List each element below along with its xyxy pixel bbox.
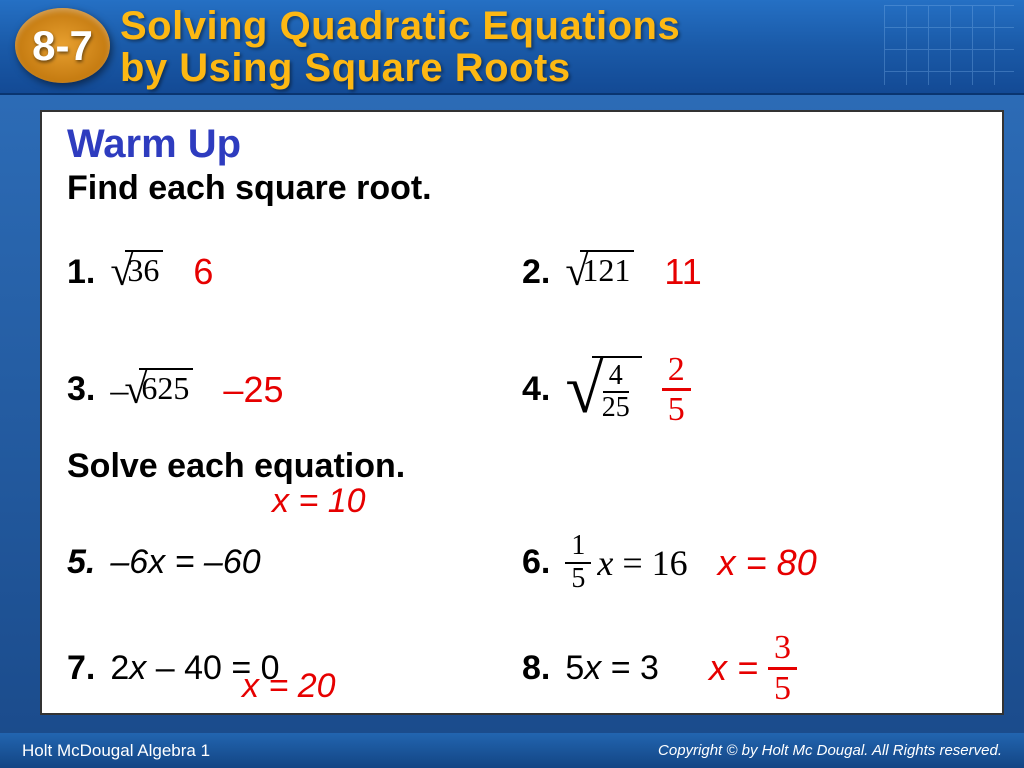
problem-8: 8. 5x = 3 x = 3 5 xyxy=(522,629,977,707)
lesson-number: 8-7 xyxy=(32,22,93,70)
fraction-icon: 1 5 xyxy=(565,531,591,595)
warmup-heading: Warm Up xyxy=(67,122,977,167)
sqrt-icon: √625 xyxy=(124,366,193,414)
title-line-2: by Using Square Roots xyxy=(120,47,680,89)
equation-6: x = x = 1616 xyxy=(597,542,687,584)
answer-6: x = 80 xyxy=(718,542,817,584)
sqrt-icon: √121 xyxy=(565,248,634,296)
answer-7: x = 20 xyxy=(242,667,336,706)
equation-5: –6x = –60 xyxy=(110,543,260,582)
instruction-1: Find each square root. xyxy=(67,169,977,208)
problem-number: 1. xyxy=(67,253,95,292)
title-line-1: Solving Quadratic Equations xyxy=(120,5,680,47)
sqrt-icon: √36 xyxy=(110,248,163,296)
instruction-2: Solve each equation. xyxy=(67,447,977,486)
problem-5: 5. –6x = –60 xyxy=(67,543,522,582)
equation-8: 5x = 3 xyxy=(565,649,659,688)
slide-title: Solving Quadratic Equations by Using Squ… xyxy=(120,5,680,89)
problem-number: 8. xyxy=(522,649,550,688)
answer-4: 2 5 xyxy=(662,351,691,429)
slide-header: 8-7 Solving Quadratic Equations by Using… xyxy=(0,0,1024,95)
problem-number: 3. xyxy=(67,370,95,409)
answer-5: x = 10 xyxy=(272,482,366,521)
problem-3: 3. – √625 –25 xyxy=(67,366,522,414)
content-panel: Warm Up Find each square root. 1. √36 6 … xyxy=(40,110,1004,715)
sqrt-fraction-icon: √ 4 25 xyxy=(565,356,641,425)
problem-number: 4. xyxy=(522,370,550,409)
answer-1: 6 xyxy=(193,251,213,293)
problem-number: 2. xyxy=(522,253,550,292)
answer-3: –25 xyxy=(223,369,283,411)
problem-1: 1. √36 6 xyxy=(67,248,522,296)
answer-8: x = 3 5 xyxy=(709,629,797,707)
problem-6: 6. 1 5 x = x = 1616 x = 80 xyxy=(522,531,977,595)
problem-number: 7. xyxy=(67,649,95,688)
problem-number: 6. xyxy=(522,543,550,582)
lesson-badge: 8-7 xyxy=(15,8,110,83)
answer-2: 11 xyxy=(664,251,701,293)
footer-copyright: Copyright © by Holt Mc Dougal. All Right… xyxy=(658,742,1002,759)
footer-book-title: Holt McDougal Algebra 1 xyxy=(22,741,210,761)
slide-footer: Holt McDougal Algebra 1 Copyright © by H… xyxy=(0,733,1024,768)
grid-decoration-icon xyxy=(884,5,1014,85)
problem-number: 5. xyxy=(67,543,95,582)
problem-4: 4. √ 4 25 2 5 xyxy=(522,351,977,429)
problem-2: 2. √121 11 xyxy=(522,248,977,296)
